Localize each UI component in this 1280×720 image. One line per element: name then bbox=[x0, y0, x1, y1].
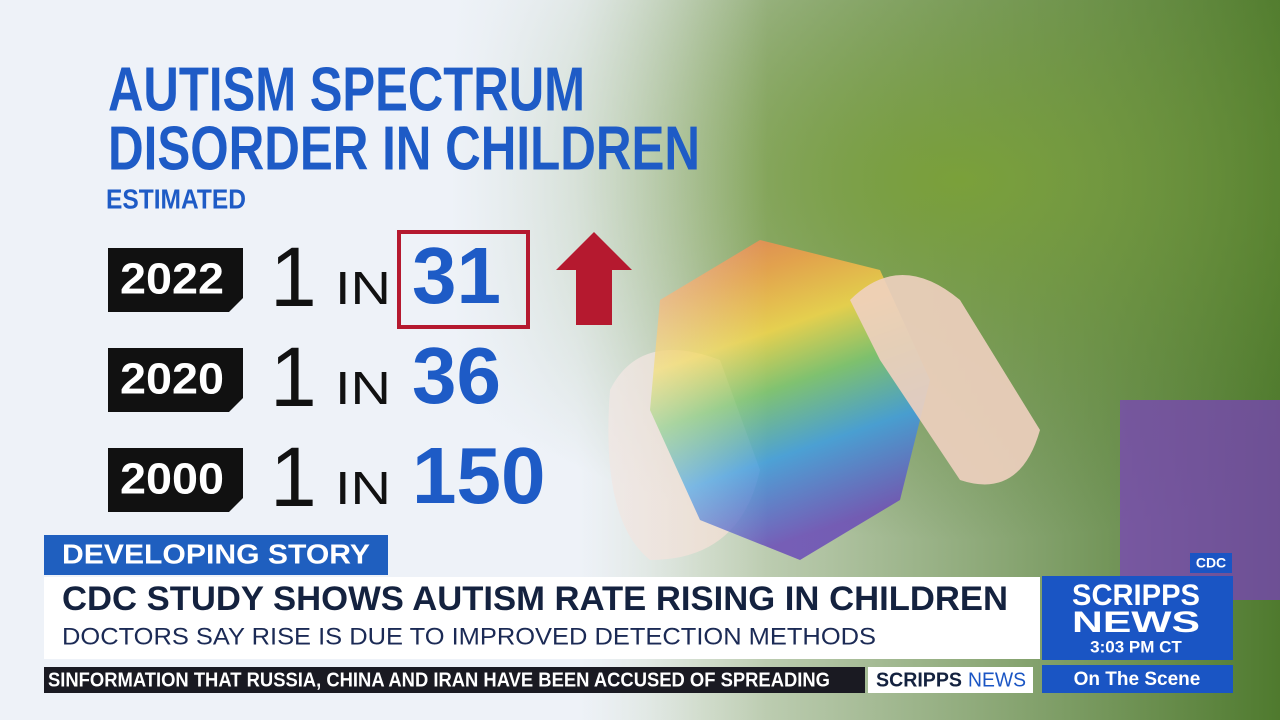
in: IN bbox=[335, 362, 391, 414]
year-box bbox=[108, 248, 243, 312]
rows: 2022 1 IN 31 2020 1 IN 36 2000 1 IN 150 bbox=[108, 230, 545, 524]
in: IN bbox=[335, 262, 391, 314]
year-box bbox=[108, 448, 243, 512]
source: CDC bbox=[1196, 555, 1226, 571]
headline-box bbox=[44, 577, 1040, 659]
program: On The Scene bbox=[1074, 669, 1201, 690]
tag: DEVELOPING STORY bbox=[62, 538, 370, 569]
one: 1 bbox=[270, 230, 317, 324]
title: DISORDER IN CHILDREN bbox=[108, 114, 700, 183]
ticker-box bbox=[44, 667, 865, 693]
subhead: DOCTORS SAY RISE IS DUE TO IMPROVED DETE… bbox=[62, 623, 876, 650]
bug-brand: SCRIPPS bbox=[1072, 579, 1200, 612]
ticker-text: SINFORMATION THAT RUSSIA, CHINA AND IRAN… bbox=[48, 669, 830, 691]
subtitle: ESTIMATED bbox=[106, 183, 246, 214]
bug-brand: NEWS bbox=[1072, 606, 1200, 639]
bug-box bbox=[1042, 576, 1233, 660]
up-arrow bbox=[556, 232, 632, 325]
title: AUTISM SPECTRUM bbox=[108, 55, 585, 124]
ticker-brand: SCRIPPS bbox=[876, 669, 962, 691]
year-box bbox=[108, 348, 243, 412]
ticker-brand: NEWS bbox=[968, 669, 1026, 691]
program-box bbox=[1042, 665, 1233, 693]
rate: 150 bbox=[412, 431, 545, 520]
in: IN bbox=[335, 462, 391, 514]
headline: CDC STUDY SHOWS AUTISM RATE RISING IN CH… bbox=[62, 580, 1008, 618]
year: 2022 bbox=[120, 255, 224, 304]
rate: 31 bbox=[412, 231, 501, 320]
year: 2000 bbox=[120, 455, 224, 504]
ticker-brand-box bbox=[868, 667, 1033, 693]
one: 1 bbox=[270, 430, 317, 524]
one: 1 bbox=[270, 330, 317, 424]
rate: 36 bbox=[412, 331, 501, 420]
tag-box bbox=[44, 535, 388, 575]
highlight-box bbox=[397, 230, 530, 329]
bug-time: 3:03 PM CT bbox=[1090, 637, 1182, 656]
year: 2020 bbox=[120, 355, 224, 404]
source-box bbox=[1190, 553, 1232, 573]
